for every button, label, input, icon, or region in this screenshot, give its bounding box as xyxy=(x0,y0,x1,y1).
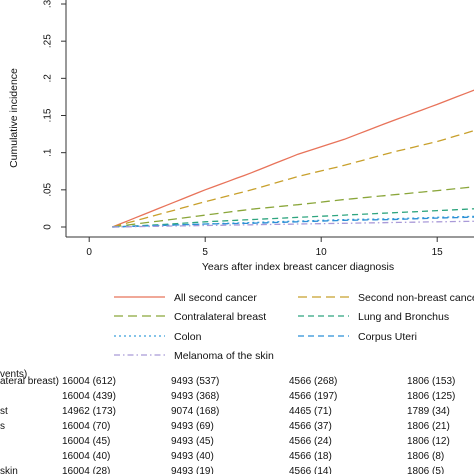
risk-table-cell: 1806 (12) xyxy=(407,436,450,447)
risk-table-cell: 4566 (268) xyxy=(289,376,337,387)
series-line xyxy=(112,129,474,228)
axes: 0 .05 .1 .15 .2 .25 .3 0 5 10 15 Years after index … xyxy=(8,0,474,273)
risk-table-cell: 16004 (40) xyxy=(62,451,110,462)
risk-table-row-label: st xyxy=(0,406,8,417)
risk-table-row-label: ateral breast) xyxy=(0,376,59,387)
risk-table-cell: 16004 (612) xyxy=(62,376,116,387)
legend-label: Corpus Uteri xyxy=(358,331,417,343)
legend-label: All second cancer xyxy=(174,292,257,304)
series-line xyxy=(112,220,474,228)
series-line xyxy=(112,208,474,228)
risk-table-cell: 1806 (5) xyxy=(407,466,444,474)
risk-table-cell: 14962 (173) xyxy=(62,406,116,417)
risk-table-cell: 1806 (8) xyxy=(407,451,444,462)
risk-table-cell: 4566 (14) xyxy=(289,466,332,474)
risk-table-cell: 9493 (537) xyxy=(171,376,219,387)
x-tick-label: 15 xyxy=(432,247,444,258)
risk-table-cell: 9493 (45) xyxy=(171,436,214,447)
x-axis-label: Years after index breast cancer diagnosi… xyxy=(202,261,394,273)
legend: All second cancer Second non-breast cance… xyxy=(114,292,474,362)
y-tick-label: .25 xyxy=(43,34,54,48)
series-line xyxy=(112,89,474,228)
legend-label: Contralateral breast xyxy=(174,311,266,323)
legend-label: Lung and Bronchus xyxy=(358,311,449,323)
y-tick-label: .05 xyxy=(43,182,54,196)
y-tick-label: .1 xyxy=(43,148,54,157)
risk-table-cell: 4566 (24) xyxy=(289,436,332,447)
risk-table-cell: 1806 (125) xyxy=(407,391,455,402)
risk-table-cell: 9074 (168) xyxy=(171,406,219,417)
legend-label: Colon xyxy=(174,331,202,343)
risk-table-cell: 16004 (28) xyxy=(62,466,110,474)
risk-table-header: vents) xyxy=(0,369,27,380)
x-tick-label: 10 xyxy=(316,247,328,258)
y-axis-label: Cumulative incidence xyxy=(8,68,20,168)
y-tick-label: 0 xyxy=(43,224,54,230)
risk-table-cell: 4566 (18) xyxy=(289,451,332,462)
risk-table-cell: 1806 (153) xyxy=(407,376,455,387)
legend-label: Second non-breast cancer xyxy=(358,292,474,304)
risk-table-row-label: skin xyxy=(0,466,18,474)
risk-table-row-label: s xyxy=(0,421,5,432)
risk-table-cell: 4566 (37) xyxy=(289,421,332,432)
risk-table-cell: 9493 (69) xyxy=(171,421,214,432)
risk-table-cell: 16004 (45) xyxy=(62,436,110,447)
risk-table-cell: 4566 (197) xyxy=(289,391,337,402)
risk-table-cell: 16004 (439) xyxy=(62,391,116,402)
risk-table-cell: 1789 (34) xyxy=(407,406,450,417)
risk-table-cell: 9493 (368) xyxy=(171,391,219,402)
risk-table-cell: 1806 (21) xyxy=(407,421,450,432)
risk-table-cell: 9493 (19) xyxy=(171,466,214,474)
series-lines xyxy=(112,89,474,228)
y-tick-label: .3 xyxy=(43,0,54,8)
risk-table: vents)ateral breast) 16004 (612) 9493 (537… xyxy=(0,369,455,474)
legend-label: Melanoma of the skin xyxy=(174,350,274,362)
x-tick-label: 0 xyxy=(86,247,92,258)
series-line xyxy=(112,186,474,228)
series-line xyxy=(112,216,474,228)
risk-table-cell: 4465 (71) xyxy=(289,406,332,417)
risk-table-cell: 16004 (70) xyxy=(62,421,110,432)
y-tick-label: .15 xyxy=(43,108,54,122)
y-tick-label: .2 xyxy=(43,74,54,83)
risk-table-cell: 9493 (40) xyxy=(171,451,214,462)
x-tick-label: 5 xyxy=(202,247,208,258)
